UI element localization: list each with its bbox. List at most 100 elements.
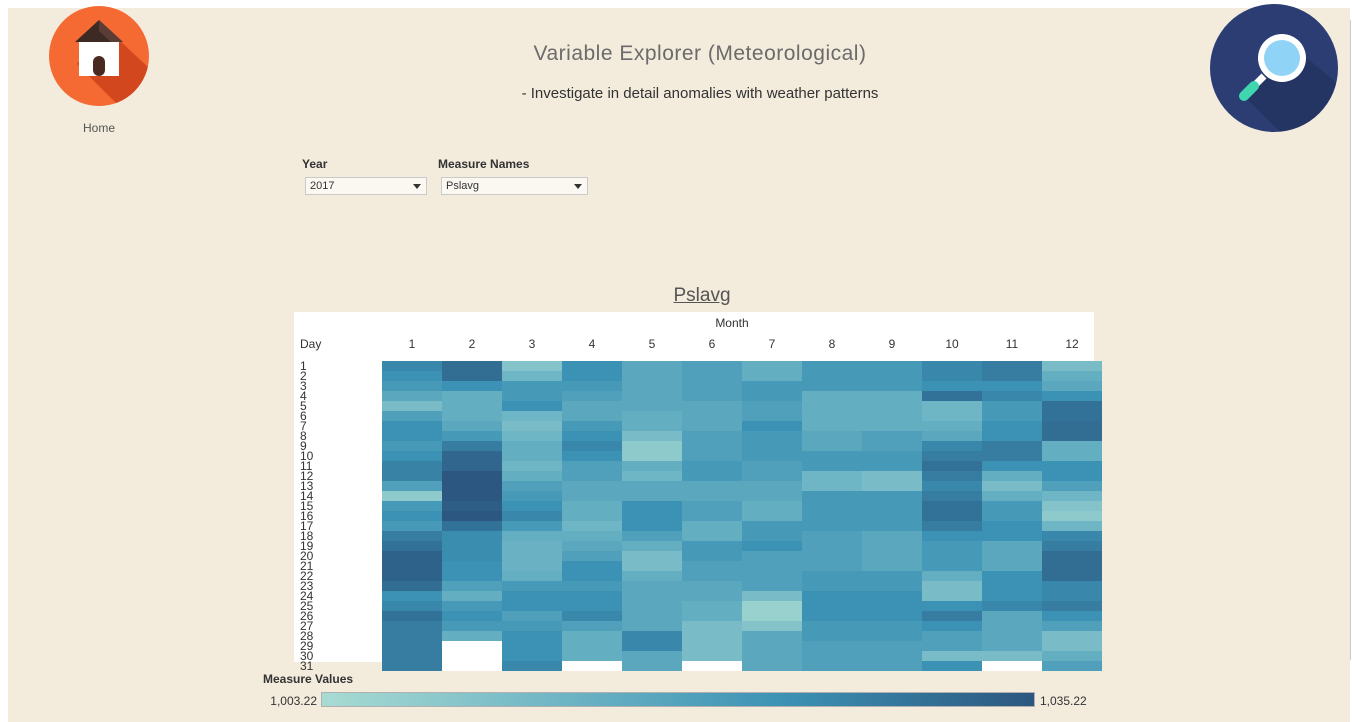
heatmap-cell[interactable] [742, 381, 802, 391]
heatmap-cell[interactable] [562, 591, 622, 601]
heatmap-cell[interactable] [922, 551, 982, 561]
heatmap-cell[interactable] [802, 481, 862, 491]
heatmap-cell[interactable] [442, 571, 502, 581]
heatmap-cell[interactable] [622, 651, 682, 661]
heatmap-cell[interactable] [802, 501, 862, 511]
heatmap-cell[interactable] [1042, 461, 1102, 471]
heatmap-cell[interactable] [682, 651, 742, 661]
heatmap-cell[interactable] [922, 481, 982, 491]
heatmap-cell[interactable] [1042, 611, 1102, 621]
heatmap-cell[interactable] [442, 381, 502, 391]
heatmap-cell[interactable] [862, 521, 922, 531]
heatmap-cell[interactable] [742, 541, 802, 551]
heatmap-cell[interactable] [922, 391, 982, 401]
heatmap-cell[interactable] [622, 581, 682, 591]
heatmap-cell[interactable] [862, 581, 922, 591]
heatmap-cell[interactable] [442, 451, 502, 461]
heatmap-cell[interactable] [742, 471, 802, 481]
heatmap-cell[interactable] [622, 411, 682, 421]
heatmap-cell[interactable] [802, 561, 862, 571]
heatmap-cell[interactable] [802, 651, 862, 661]
heatmap-cell[interactable] [802, 371, 862, 381]
heatmap-cell[interactable] [682, 491, 742, 501]
heatmap-cell[interactable] [922, 651, 982, 661]
heatmap-cell[interactable] [682, 461, 742, 471]
heatmap-cell[interactable] [622, 361, 682, 371]
heatmap-cell[interactable] [382, 371, 442, 381]
heatmap-cell[interactable] [622, 541, 682, 551]
heatmap-cell[interactable] [982, 631, 1042, 641]
heatmap-cell[interactable] [742, 621, 802, 631]
heatmap-cell[interactable] [982, 361, 1042, 371]
heatmap-cell[interactable] [442, 441, 502, 451]
heatmap-cell[interactable] [982, 461, 1042, 471]
heatmap-cell[interactable] [442, 531, 502, 541]
heatmap-cell[interactable] [622, 521, 682, 531]
heatmap-cell[interactable] [622, 611, 682, 621]
heatmap-cell[interactable] [562, 641, 622, 651]
heatmap-cell[interactable] [682, 611, 742, 621]
heatmap-cell[interactable] [802, 401, 862, 411]
heatmap-cell[interactable] [982, 541, 1042, 551]
heatmap-cell[interactable] [562, 361, 622, 371]
heatmap-cell[interactable] [682, 631, 742, 641]
heatmap-cell[interactable] [502, 461, 562, 471]
heatmap-cell[interactable] [502, 601, 562, 611]
heatmap-cell[interactable] [382, 561, 442, 571]
heatmap-cell[interactable] [1042, 561, 1102, 571]
heatmap-cell[interactable] [562, 481, 622, 491]
heatmap-cell[interactable] [982, 371, 1042, 381]
heatmap-cell[interactable] [922, 501, 982, 511]
heatmap-cell[interactable] [862, 481, 922, 491]
heatmap-cell[interactable] [742, 401, 802, 411]
heatmap-cell[interactable] [982, 381, 1042, 391]
heatmap-cell[interactable] [862, 491, 922, 501]
heatmap-cell[interactable] [622, 511, 682, 521]
heatmap-cell[interactable] [922, 421, 982, 431]
heatmap-cell[interactable] [742, 451, 802, 461]
heatmap-cell[interactable] [742, 661, 802, 671]
heatmap-cell[interactable] [1042, 451, 1102, 461]
heatmap-cell[interactable] [622, 491, 682, 501]
heatmap-cell[interactable] [982, 391, 1042, 401]
heatmap-cell[interactable] [922, 631, 982, 641]
heatmap-cell[interactable] [442, 611, 502, 621]
heatmap-cell[interactable] [862, 471, 922, 481]
heatmap-cell[interactable] [382, 501, 442, 511]
heatmap-cell[interactable] [802, 391, 862, 401]
heatmap-cell[interactable] [742, 591, 802, 601]
heatmap-cell[interactable] [442, 511, 502, 521]
heatmap-cell[interactable] [382, 451, 442, 461]
heatmap-cell[interactable] [1042, 421, 1102, 431]
heatmap-cell[interactable] [982, 481, 1042, 491]
heatmap-cell[interactable] [502, 471, 562, 481]
heatmap-cell[interactable] [742, 561, 802, 571]
heatmap-cell[interactable] [622, 431, 682, 441]
heatmap-cell[interactable] [922, 381, 982, 391]
heatmap-cell[interactable] [1042, 431, 1102, 441]
heatmap-cell[interactable] [562, 621, 622, 631]
heatmap-cell[interactable] [562, 511, 622, 521]
heatmap-cell[interactable] [562, 401, 622, 411]
home-label[interactable]: Home [82, 121, 115, 135]
heatmap-cell[interactable] [682, 621, 742, 631]
heatmap-cell[interactable] [922, 531, 982, 541]
heatmap-cell[interactable] [562, 431, 622, 441]
heatmap-cell[interactable] [502, 561, 562, 571]
heatmap-cell[interactable] [922, 661, 982, 671]
heatmap-cell[interactable] [502, 441, 562, 451]
heatmap-cell[interactable] [622, 591, 682, 601]
heatmap-cell[interactable] [802, 581, 862, 591]
heatmap-cell[interactable] [502, 501, 562, 511]
heatmap-cell[interactable] [1042, 601, 1102, 611]
heatmap-cell[interactable] [622, 661, 682, 671]
heatmap-cell[interactable] [1042, 471, 1102, 481]
heatmap-cell[interactable] [802, 631, 862, 641]
heatmap-cell[interactable] [922, 441, 982, 451]
heatmap-cell[interactable] [562, 371, 622, 381]
heatmap-cell[interactable] [862, 441, 922, 451]
heatmap-cell[interactable] [922, 431, 982, 441]
heatmap-cell[interactable] [742, 371, 802, 381]
heatmap-cell[interactable] [562, 471, 622, 481]
heatmap-cell[interactable] [802, 471, 862, 481]
